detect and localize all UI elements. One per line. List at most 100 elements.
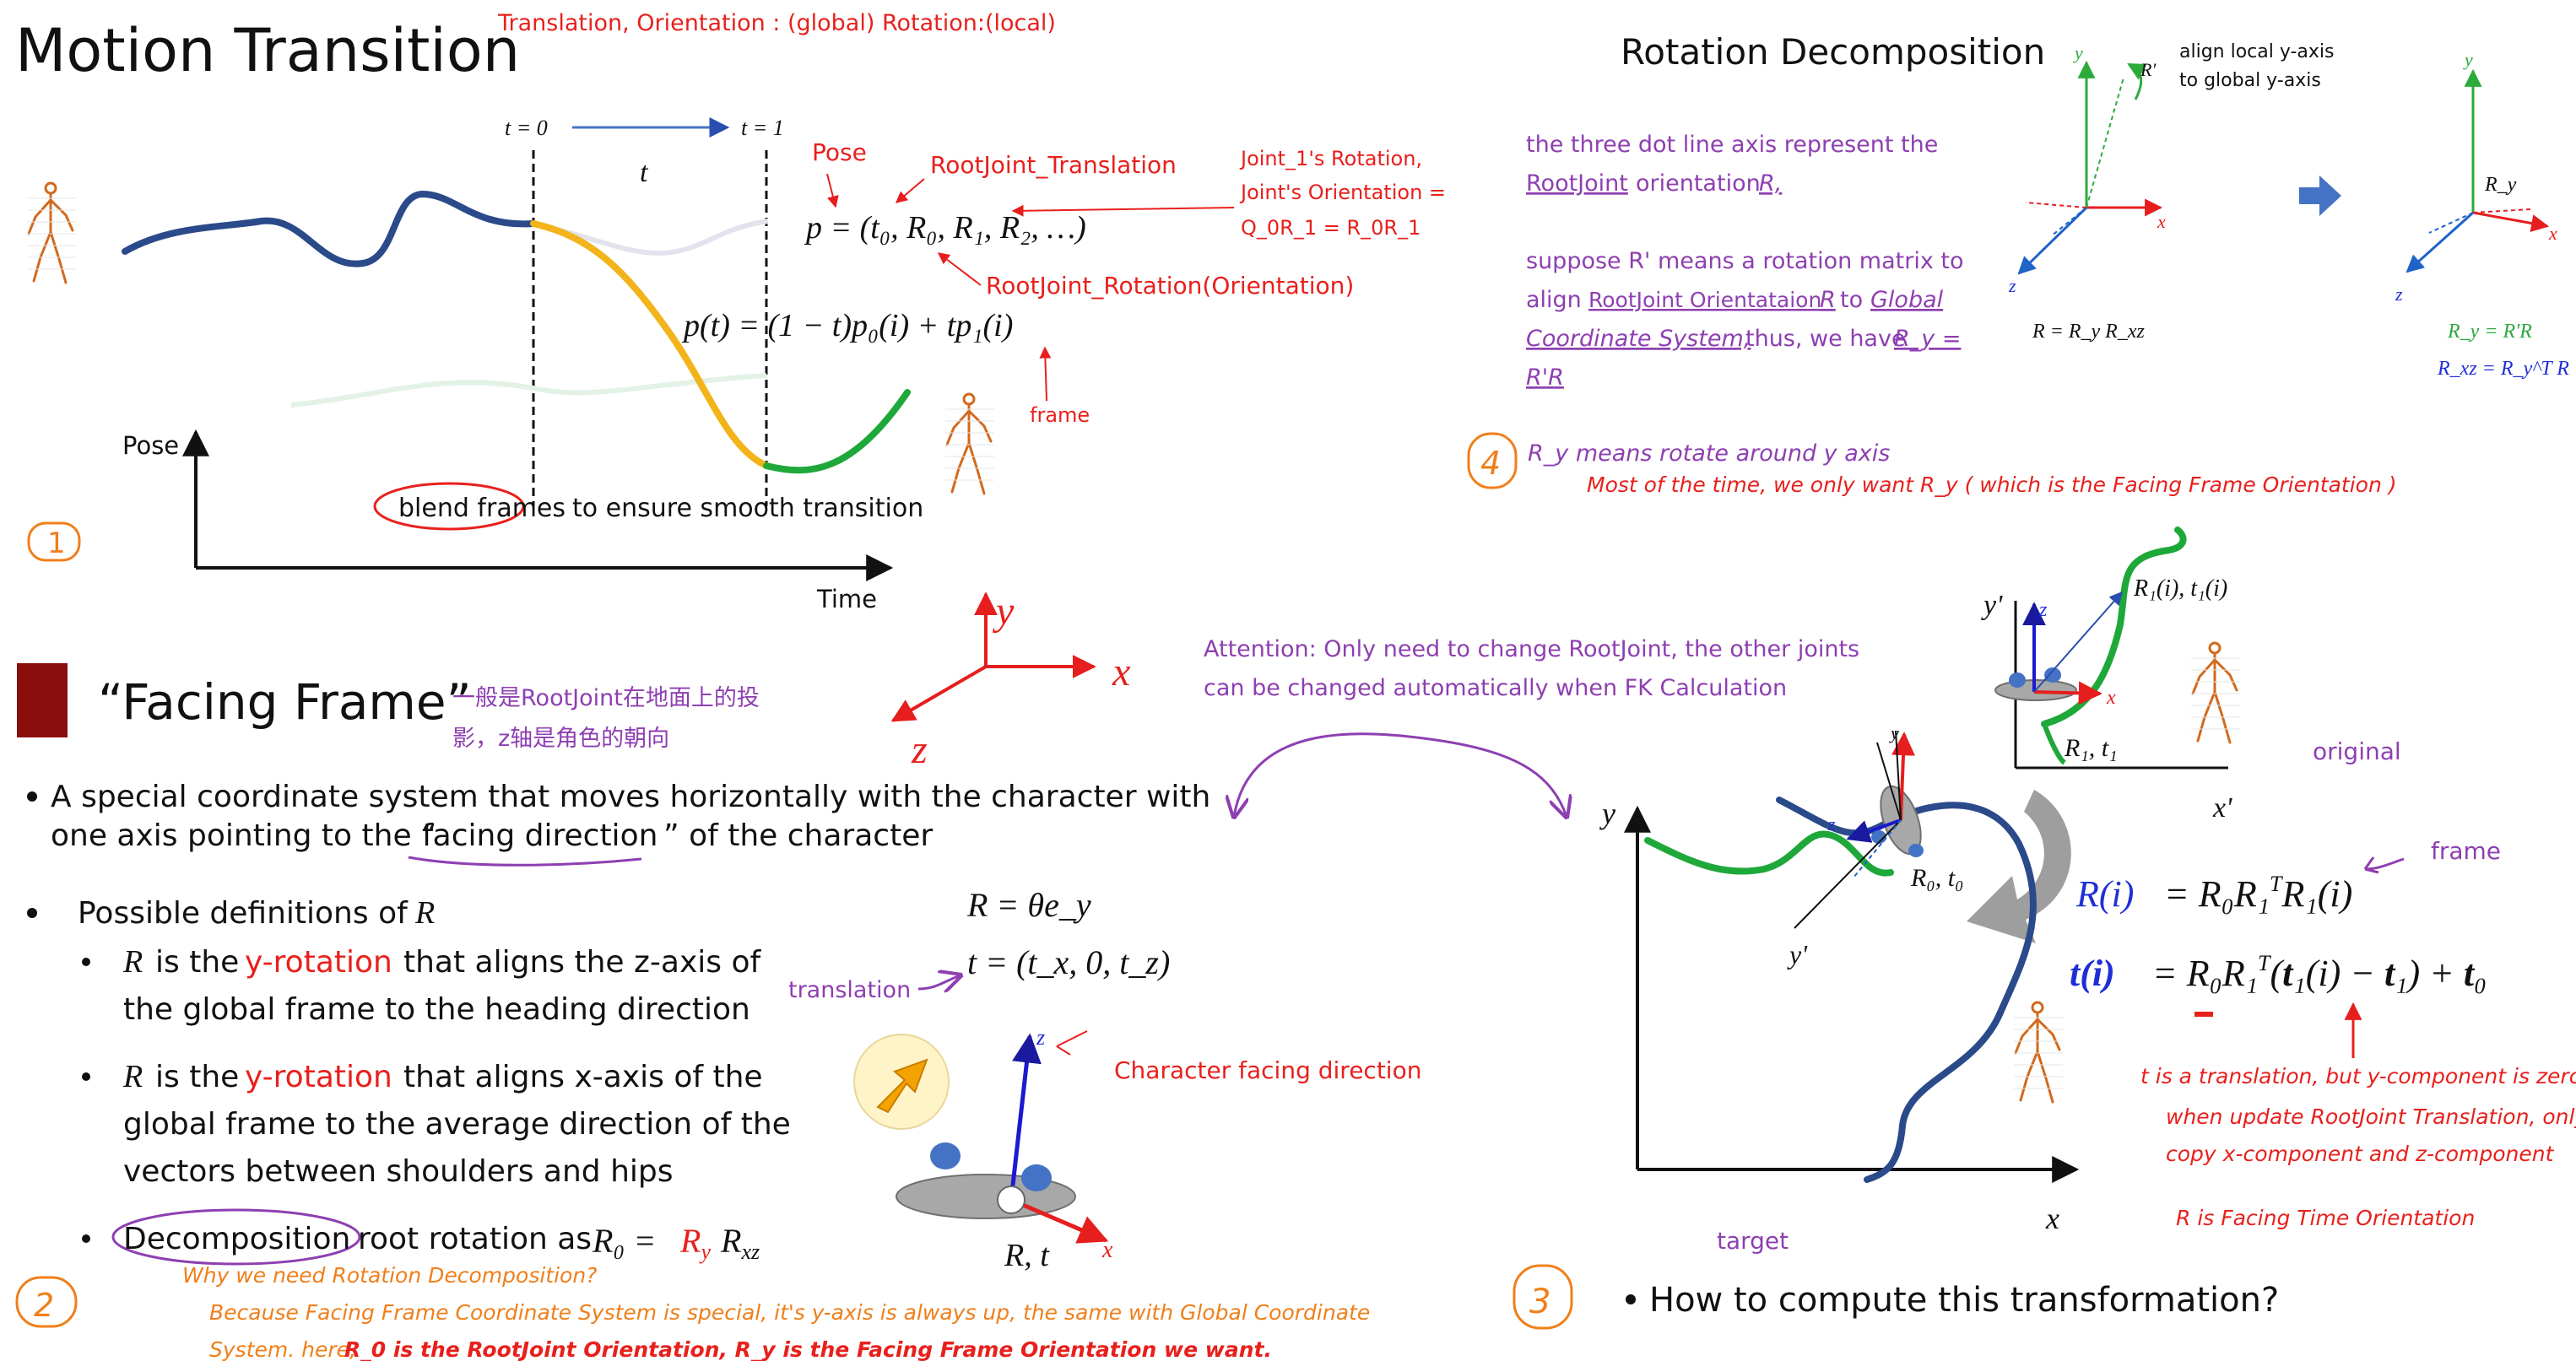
pose-axis-label: Pose bbox=[122, 431, 179, 460]
stickman-source-icon bbox=[27, 183, 76, 283]
stickman-target-icon bbox=[945, 394, 994, 494]
root-rotation-arrow bbox=[939, 253, 981, 285]
hand-z-axis bbox=[893, 667, 986, 721]
left-x-label: x bbox=[2157, 211, 2166, 232]
target-navy-curve bbox=[1779, 800, 2033, 1180]
target-frame-y-label: y bbox=[1889, 722, 1899, 743]
t-variable: t bbox=[640, 157, 649, 188]
decomp-eq-right-1: R_y = R'R bbox=[2447, 321, 2532, 343]
sub-dot-2 bbox=[82, 1072, 90, 1081]
character-head-left bbox=[930, 1142, 961, 1169]
decomp-text-5a: Coordinate System, bbox=[1526, 326, 1751, 352]
sub-3-post: root rotation as bbox=[358, 1222, 592, 1256]
original-x-axis bbox=[2034, 692, 2100, 694]
bullet-1-line-b-pre: one axis pointing to the “ bbox=[51, 818, 437, 853]
root-rotation-annotation: RootJoint_Rotation(Orientation) bbox=[986, 272, 1354, 300]
align-rotation-arrow bbox=[2129, 64, 2141, 100]
facing-eq-t: t = (t_x, 0, t_z) bbox=[967, 943, 1170, 981]
joint1-note-line3: Q_0R_1 = R_0R_1 bbox=[1241, 216, 1421, 240]
question-bullet bbox=[1626, 1294, 1636, 1304]
decomp-text-4e: Global bbox=[1870, 287, 1944, 313]
rotation-decomposition-title: Rotation Decomposition bbox=[1621, 31, 2045, 73]
pose-annotation: Pose bbox=[812, 138, 867, 166]
hand-y-label: y bbox=[992, 589, 1015, 634]
section-transformation: Attention: Only need to change RootJoint… bbox=[1204, 530, 2576, 1361]
align-note-1: align local y-axis bbox=[2179, 41, 2335, 62]
sub-dot-3 bbox=[82, 1234, 90, 1243]
eq-t-rhs: = R₀R₁T(t₁(i) − t₁) + t₀ bbox=[2152, 951, 2487, 994]
facing-note-arrow bbox=[1057, 1031, 1087, 1055]
facing-frame-diagram: y x z R_y R_y = R'R R_xz = R_y^T R bbox=[2395, 49, 2569, 380]
pose-annotation-arrow bbox=[827, 174, 836, 207]
target-frame-z-label: z bbox=[1827, 813, 1836, 834]
cn-note-2: 影，z轴是角色的朝向 bbox=[452, 726, 669, 752]
decomp-text-2a: RootJoint bbox=[1526, 170, 1628, 197]
sub-2-var: R bbox=[122, 1059, 143, 1094]
original-offset-vector bbox=[2034, 592, 2122, 692]
target-label: target bbox=[1717, 1227, 1789, 1255]
original-yprime-label: y' bbox=[1981, 590, 2003, 621]
original-head-left bbox=[2009, 672, 2026, 688]
facing-frame-title: “Facing Frame” bbox=[98, 673, 472, 731]
ry-label: R_y bbox=[2484, 174, 2517, 196]
R1i-label: R₁(i), t₁(i) bbox=[2133, 575, 2227, 602]
frame-annotation: frame bbox=[1030, 403, 1090, 427]
character-Rt-label: R, t bbox=[1004, 1238, 1050, 1273]
sub-1-post: that aligns the z-axis of bbox=[403, 945, 761, 980]
marker-1: 1 bbox=[47, 527, 66, 560]
pose-equation: p = (t₀, R₀, R₁, R₂, …) bbox=[804, 210, 1086, 246]
root-translation-annotation: RootJoint_Translation bbox=[930, 151, 1177, 179]
align-note-2: to global y-axis bbox=[2179, 70, 2321, 91]
rxz-term: Rxz bbox=[720, 1222, 760, 1264]
left-y-label: y bbox=[2073, 42, 2083, 63]
stickman-target-result-icon bbox=[2014, 1002, 2063, 1102]
marker-2: 2 bbox=[34, 1287, 54, 1324]
rprime-label: R' bbox=[2140, 59, 2156, 80]
section-rotation-decomposition: Rotation Decomposition the three dot lin… bbox=[1469, 31, 2569, 497]
right-y-label: y bbox=[2463, 49, 2473, 70]
sub-2-post: that aligns x-axis of the bbox=[403, 1060, 763, 1094]
page-title: Motion Transition bbox=[15, 16, 520, 85]
eq-R-lhs: R(i) bbox=[2075, 873, 2134, 915]
bullet-1-line-a: A special coordinate system that moves h… bbox=[51, 780, 1210, 814]
ry-note: R_y means rotate around y axis bbox=[1528, 440, 1890, 467]
facing-z-axis bbox=[2407, 213, 2473, 272]
eq-t-lhs: t(i) bbox=[2070, 953, 2115, 994]
target-character-frame: y z y' R₀, t₀ bbox=[1787, 722, 1964, 969]
question-text: How to compute this transformation? bbox=[1649, 1281, 2279, 1320]
translation-arrow bbox=[918, 975, 961, 989]
right-x-label: x bbox=[2548, 223, 2557, 244]
hand-x-label: x bbox=[1112, 650, 1130, 694]
sub-1-pre: is the bbox=[155, 945, 239, 980]
sub-1-line-b: the global frame to the heading directio… bbox=[123, 992, 750, 1027]
facing-badge bbox=[854, 1034, 949, 1129]
bullet-2-text: Possible definitions of bbox=[78, 896, 409, 931]
original-label: original bbox=[2313, 737, 2401, 765]
original-x-label: x bbox=[2106, 687, 2116, 709]
local-x-axis bbox=[2026, 203, 2086, 208]
target-y-label: y bbox=[1599, 797, 1615, 830]
sub-2-red: y-rotation bbox=[245, 1060, 392, 1094]
hand-drawn-axes: y x z bbox=[893, 589, 1130, 772]
original-z-label: z bbox=[2038, 599, 2048, 621]
section-marker-box bbox=[17, 663, 68, 737]
marker-4: 4 bbox=[1480, 445, 1501, 482]
attention-line-1: Attention: Only need to change RootJoint… bbox=[1204, 636, 1859, 662]
sub-1-red: y-rotation bbox=[245, 945, 392, 980]
bullet-dot-2 bbox=[27, 908, 37, 918]
t-note-2: when update RootJoint Translation, only bbox=[2166, 1104, 2576, 1129]
marker-3: 3 bbox=[1529, 1283, 1550, 1321]
decomp-text-4c: R bbox=[1820, 287, 1836, 313]
top-note: Translation, Orientation : (global) Rota… bbox=[497, 10, 1056, 36]
original-green-tail bbox=[2044, 724, 2065, 763]
attention-curved-arrow bbox=[1234, 734, 1567, 817]
bullet-2-var: R bbox=[414, 895, 435, 931]
target-yprime-label: y' bbox=[1787, 939, 1808, 969]
character-x-label: x bbox=[1101, 1237, 1113, 1263]
frame-note: frame bbox=[2431, 837, 2501, 865]
target-x-label: x bbox=[2045, 1202, 2059, 1235]
ry-term: Ry bbox=[679, 1222, 711, 1264]
facing-direction-underline bbox=[409, 857, 641, 865]
joint1-note-line1: Joint_1's Rotation, bbox=[1239, 147, 1422, 170]
sub-dot-1 bbox=[82, 958, 90, 966]
